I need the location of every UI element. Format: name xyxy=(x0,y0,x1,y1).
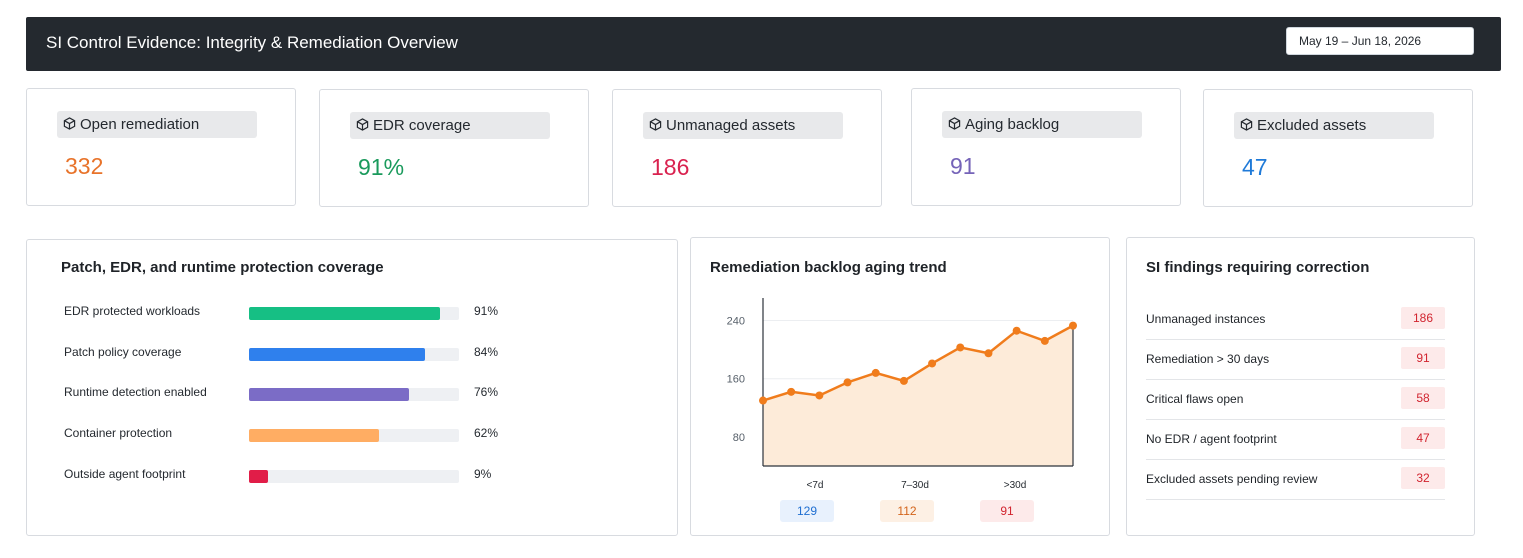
finding-count-badge: 186 xyxy=(1401,307,1445,329)
coverage-bar-fill xyxy=(249,388,409,401)
finding-row[interactable]: Remediation > 30 days 91 xyxy=(1146,339,1445,380)
kpi-value: 91% xyxy=(358,154,405,180)
kpi-card-open-remediation: Open remediation 332 xyxy=(26,88,296,206)
finding-name: Remediation > 30 days xyxy=(1146,352,1270,366)
x-tick-label: <7d xyxy=(807,480,824,491)
finding-row[interactable]: No EDR / agent footprint 47 xyxy=(1146,419,1445,460)
date-range-picker[interactable]: May 19 – Jun 18, 2026 xyxy=(1286,27,1474,55)
coverage-row-pct: 62% xyxy=(474,426,499,440)
aging-count-badge: 91 xyxy=(980,500,1034,522)
kpi-label: Open remediation xyxy=(57,111,257,138)
kpi-value: 186 xyxy=(651,154,690,180)
trend-panel: Remediation backlog aging trend 240 160 80… xyxy=(690,237,1110,536)
area-fill xyxy=(763,325,1073,466)
kpi-value: 332 xyxy=(65,153,104,179)
coverage-bar-fill xyxy=(249,429,380,442)
finding-name: No EDR / agent footprint xyxy=(1146,432,1277,446)
aging-count-badge: 112 xyxy=(880,500,934,522)
coverage-row-pct: 76% xyxy=(474,385,499,399)
finding-name: Critical flaws open xyxy=(1146,392,1244,406)
finding-count-badge: 58 xyxy=(1401,387,1445,409)
data-point xyxy=(899,376,908,385)
kpi-card-unmanaged-assets: Unmanaged assets 186 xyxy=(612,89,882,207)
coverage-panel: Patch, EDR, and runtime protection cover… xyxy=(26,239,678,536)
kpi-label: Excluded assets xyxy=(1234,112,1434,139)
kpi-label: Aging backlog xyxy=(942,111,1142,138)
data-point xyxy=(984,349,993,358)
series-line xyxy=(762,324,1074,402)
coverage-row: Outside agent footprint 9% xyxy=(64,465,524,485)
data-point xyxy=(1040,336,1049,345)
coverage-bar-track xyxy=(249,429,459,442)
data-point xyxy=(843,378,852,387)
cube-icon xyxy=(63,117,76,130)
cube-icon xyxy=(649,118,662,131)
cube-icon xyxy=(356,118,369,131)
finding-count-badge: 91 xyxy=(1401,347,1445,369)
finding-count-badge: 47 xyxy=(1401,427,1445,449)
coverage-row-pct: 91% xyxy=(474,304,499,318)
findings-title: SI findings requiring correction xyxy=(1146,259,1370,276)
data-point xyxy=(815,391,824,400)
coverage-row: EDR protected workloads 91% xyxy=(64,302,524,322)
coverage-row-name: Outside agent footprint xyxy=(64,467,186,481)
coverage-row: Patch policy coverage 84% xyxy=(64,343,524,363)
cube-icon xyxy=(948,117,961,130)
data-point xyxy=(928,359,937,368)
coverage-bar-fill xyxy=(249,307,441,320)
kpi-card-excluded-assets: Excluded assets 47 xyxy=(1203,89,1473,207)
coverage-row-name: Patch policy coverage xyxy=(64,345,182,359)
data-point xyxy=(871,368,880,377)
page-title: SI Control Evidence: Integrity & Remedia… xyxy=(46,33,458,52)
kpi-value: 91 xyxy=(950,153,976,179)
trend-title: Remediation backlog aging trend xyxy=(710,259,947,276)
coverage-row-name: EDR protected workloads xyxy=(64,304,201,318)
kpi-value: 47 xyxy=(1242,154,1268,180)
finding-count-badge: 32 xyxy=(1401,467,1445,489)
coverage-row-name: Container protection xyxy=(64,426,173,440)
kpi-label: EDR coverage xyxy=(350,112,550,139)
coverage-bar-track xyxy=(249,470,459,483)
coverage-title: Patch, EDR, and runtime protection cover… xyxy=(61,259,384,276)
trend-chart: 240 160 80 <7d 7–30d >30d xyxy=(727,298,1077,491)
data-point xyxy=(759,396,767,405)
data-point xyxy=(787,387,796,396)
coverage-row-pct: 9% xyxy=(474,467,492,481)
y-tick-label: 160 xyxy=(727,374,745,386)
page-header: SI Control Evidence: Integrity & Remedia… xyxy=(26,17,1501,71)
coverage-bar-track xyxy=(249,388,459,401)
cube-icon xyxy=(1240,118,1253,131)
finding-name: Excluded assets pending review xyxy=(1146,472,1318,486)
y-tick-label: 240 xyxy=(727,316,745,328)
data-point xyxy=(956,343,965,352)
kpi-card-edr-coverage: EDR coverage 91% xyxy=(319,89,589,207)
finding-name: Unmanaged instances xyxy=(1146,312,1266,326)
findings-panel: SI findings requiring correction Unmanag… xyxy=(1126,237,1475,536)
finding-row[interactable]: Excluded assets pending review 32 xyxy=(1146,459,1445,500)
coverage-row: Runtime detection enabled 76% xyxy=(64,383,524,403)
coverage-bar-track xyxy=(249,348,459,361)
finding-row[interactable]: Critical flaws open 58 xyxy=(1146,379,1445,420)
coverage-bar-fill xyxy=(249,470,268,483)
x-tick-label: >30d xyxy=(1004,480,1027,491)
kpi-card-aging-backlog: Aging backlog 91 xyxy=(911,88,1181,206)
coverage-bar-fill xyxy=(249,348,426,361)
coverage-row-name: Runtime detection enabled xyxy=(64,385,207,399)
data-point xyxy=(1012,326,1021,335)
aging-count-badge: 129 xyxy=(780,500,834,522)
finding-row[interactable]: Unmanaged instances 186 xyxy=(1146,299,1445,340)
x-tick-label: 7–30d xyxy=(901,480,929,491)
coverage-row-pct: 84% xyxy=(474,345,499,359)
coverage-bar-track xyxy=(249,307,459,320)
y-tick-label: 80 xyxy=(733,432,745,444)
coverage-row: Container protection 62% xyxy=(64,424,524,444)
kpi-label: Unmanaged assets xyxy=(643,112,843,139)
data-point xyxy=(1069,321,1077,330)
